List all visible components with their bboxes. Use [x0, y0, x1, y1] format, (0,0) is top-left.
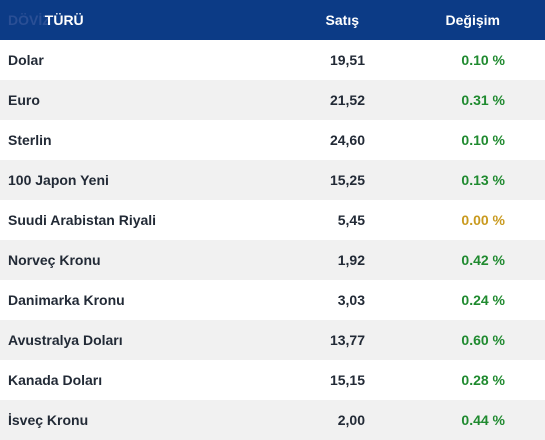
sell-value: 13,77 [329, 332, 365, 348]
sell-value: 1,92 [337, 252, 365, 268]
header-change: Değişim [445, 12, 500, 28]
change-value: 0.44 % [461, 412, 505, 428]
currency-name: Kanada Doları [8, 372, 103, 388]
sell-value: 19,51 [329, 52, 365, 68]
change-value: 0.42 % [461, 252, 505, 268]
change-value: 0.10 % [461, 52, 505, 68]
change-value: 0.00 % [461, 212, 505, 228]
sell-value: 15,25 [329, 172, 365, 188]
change-value: 0.24 % [461, 292, 505, 308]
header-ghost-label: DÖVİZ [8, 12, 51, 28]
change-value: 0.28 % [461, 372, 505, 388]
sell-value: 5,45 [337, 212, 365, 228]
change-value: 0.31 % [461, 92, 505, 108]
table-row[interactable]: Sterlin 24,60 0.10 % [0, 120, 545, 160]
currency-name: Suudi Arabistan Riyali [8, 212, 157, 228]
sell-value: 2,00 [337, 412, 365, 428]
header-currency-type: DÖVİZTÜRÜ [0, 12, 245, 28]
currency-name: Avustralya Doları [8, 332, 123, 348]
sell-value: 3,03 [337, 292, 365, 308]
currency-name: Dolar [8, 52, 44, 68]
table-row[interactable]: Avustralya Doları 13,77 0.60 % [0, 320, 545, 360]
currency-name: Sterlin [8, 132, 52, 148]
currency-name: Norveç Kronu [8, 252, 101, 268]
table-row[interactable]: Danimarka Kronu 3,03 0.24 % [0, 280, 545, 320]
table-row[interactable]: Suudi Arabistan Riyali 5,45 0.00 % [0, 200, 545, 240]
currency-name: Danimarka Kronu [8, 292, 125, 308]
table-row[interactable]: Norveç Kronu 1,92 0.42 % [0, 240, 545, 280]
table-row[interactable]: Euro 21,52 0.31 % [0, 80, 545, 120]
change-value: 0.10 % [461, 132, 505, 148]
table-header: DÖVİZTÜRÜ Satış Değişim [0, 0, 545, 40]
table-row[interactable]: Dolar 19,51 0.10 % [0, 40, 545, 80]
sell-value: 21,52 [329, 92, 365, 108]
change-value: 0.60 % [461, 332, 505, 348]
currency-name: İsveç Kronu [8, 412, 89, 428]
table-row[interactable]: 100 Japon Yeni 15,25 0.13 % [0, 160, 545, 200]
header-sell: Satış [325, 12, 359, 28]
currency-name: Euro [8, 92, 40, 108]
table-row[interactable]: İsveç Kronu 2,00 0.44 % [0, 400, 545, 440]
currency-name: 100 Japon Yeni [8, 172, 109, 188]
header-currency-label: TÜRÜ [44, 12, 84, 28]
table-row[interactable]: Kanada Doları 15,15 0.28 % [0, 360, 545, 400]
sell-value: 24,60 [329, 132, 365, 148]
change-value: 0.13 % [461, 172, 505, 188]
sell-value: 15,15 [329, 372, 365, 388]
